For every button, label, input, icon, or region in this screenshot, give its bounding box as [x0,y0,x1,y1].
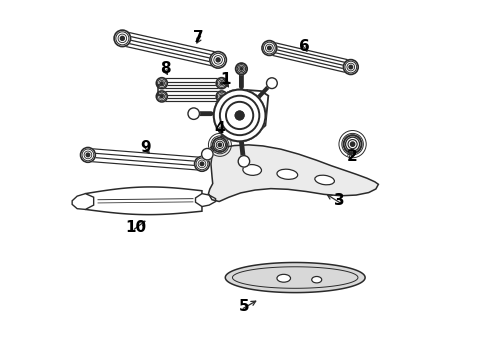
Ellipse shape [315,175,334,185]
Circle shape [216,78,227,89]
Circle shape [220,95,223,98]
Ellipse shape [277,169,298,179]
Circle shape [213,138,227,152]
Circle shape [80,148,96,162]
Polygon shape [225,262,365,293]
Text: 3: 3 [334,193,344,208]
Circle shape [216,91,227,102]
Circle shape [343,60,358,75]
Circle shape [343,135,362,153]
Text: 4: 4 [215,121,225,135]
Circle shape [86,153,90,157]
Text: 1: 1 [220,72,230,87]
Text: 10: 10 [125,220,146,235]
Circle shape [200,162,204,166]
Circle shape [214,90,266,141]
Circle shape [214,90,266,141]
Text: 2: 2 [346,149,357,164]
Polygon shape [87,148,202,171]
Text: 6: 6 [299,39,310,54]
Circle shape [195,157,209,171]
Polygon shape [268,41,352,74]
Circle shape [267,78,277,89]
Circle shape [218,143,221,147]
Text: 9: 9 [140,140,150,154]
Circle shape [238,156,250,167]
Circle shape [236,63,247,75]
Polygon shape [196,194,216,207]
Polygon shape [85,187,202,215]
Ellipse shape [277,274,291,282]
Ellipse shape [243,165,262,175]
Ellipse shape [312,276,322,283]
Polygon shape [162,78,221,89]
Circle shape [114,30,131,46]
Polygon shape [162,91,221,102]
Circle shape [220,82,223,85]
Text: 5: 5 [239,299,249,314]
Circle shape [350,142,355,146]
Polygon shape [208,145,378,202]
Circle shape [161,82,163,85]
Circle shape [161,95,163,98]
Circle shape [349,65,353,69]
Circle shape [240,68,243,70]
Circle shape [235,111,244,120]
Circle shape [262,41,277,55]
Circle shape [210,51,226,68]
Circle shape [235,111,244,120]
Polygon shape [72,194,94,210]
Circle shape [156,78,167,89]
Circle shape [121,36,124,40]
Text: 7: 7 [193,30,204,45]
Circle shape [268,46,271,50]
Circle shape [216,58,220,62]
Circle shape [188,108,199,120]
Circle shape [201,148,213,160]
Polygon shape [121,31,220,68]
Polygon shape [214,90,269,141]
Text: 8: 8 [160,61,171,76]
Circle shape [156,91,167,102]
